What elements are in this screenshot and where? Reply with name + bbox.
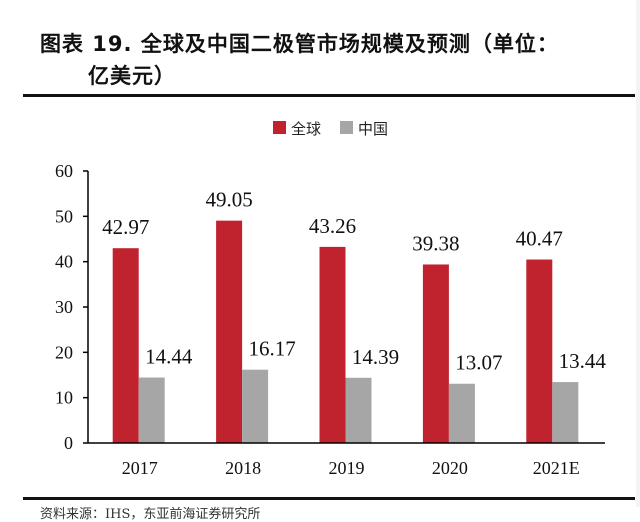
x-axis: 2017 2018 2019 2020 2021E — [88, 442, 605, 478]
bar-china-2019 — [345, 377, 372, 443]
data-labels: 42.97 14.44 49.05 16.17 43.26 14.39 39.38 13.07… — [102, 188, 606, 375]
title-line-2: 亿美元） — [88, 64, 176, 88]
title-line-1: 图表 19. 全球及中国二极管市场规模及预测（单位： — [40, 32, 559, 56]
top-rule — [23, 94, 635, 97]
data-label-china-2021E: 13.44 — [559, 349, 607, 373]
x-tick-label: 2021E — [533, 458, 580, 478]
x-tick-label: 2019 — [329, 458, 365, 478]
data-label-global-2019: 43.26 — [309, 214, 356, 238]
bar-china-2021E — [552, 382, 579, 443]
data-label-china-2019: 14.39 — [352, 345, 399, 369]
data-label-china-2018: 16.17 — [248, 337, 295, 361]
y-tick-label: 10 — [55, 388, 73, 408]
x-tick-label: 2018 — [225, 458, 261, 478]
bar-global-2021E — [526, 259, 553, 443]
bar-china-2017 — [138, 377, 165, 443]
bars — [112, 220, 579, 443]
data-label-global-2018: 49.05 — [205, 188, 252, 212]
source-note: 资料来源：IHS，东亚前海证券研究所 — [40, 507, 261, 522]
bar-global-2018 — [216, 220, 243, 443]
legend: 全球 中国 — [273, 120, 388, 138]
y-axis: 0 10 20 30 40 50 60 — [55, 161, 89, 453]
data-label-global-2017: 42.97 — [102, 215, 149, 239]
x-tick-label: 2017 — [122, 458, 158, 478]
bar-global-2017 — [112, 248, 139, 443]
y-tick-label: 0 — [64, 433, 73, 453]
chart-title: 图表 19. 全球及中国二极管市场规模及预测（单位： 亿美元） — [40, 28, 640, 92]
x-tick-label: 2020 — [432, 458, 468, 478]
page-edge — [636, 0, 640, 507]
y-tick-label: 30 — [55, 297, 73, 317]
data-label-global-2020: 39.38 — [412, 231, 459, 255]
legend-label-global: 全球 — [291, 120, 321, 138]
bar-china-2020 — [448, 383, 475, 443]
bar-global-2019 — [319, 246, 346, 443]
y-tick-label: 40 — [55, 252, 73, 272]
y-tick-label: 20 — [55, 342, 73, 362]
bar-global-2020 — [422, 264, 449, 443]
y-tick-label: 50 — [55, 206, 73, 226]
legend-label-china: 中国 — [358, 120, 388, 138]
y-tick-label: 60 — [55, 161, 73, 181]
legend-swatch-china — [340, 121, 353, 134]
bar-china-2018 — [242, 369, 269, 443]
data-label-global-2021E: 40.47 — [516, 227, 563, 251]
data-label-china-2020: 13.07 — [455, 351, 502, 375]
legend-swatch-global — [273, 121, 286, 134]
bottom-rule — [23, 497, 635, 500]
data-label-china-2017: 14.44 — [145, 345, 193, 369]
